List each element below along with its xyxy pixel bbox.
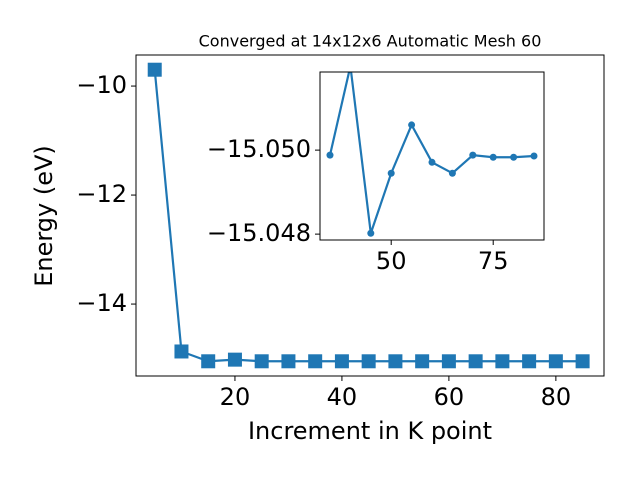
- marker: [308, 354, 323, 369]
- x-tick-label: 20: [220, 383, 251, 411]
- marker: [367, 229, 375, 237]
- x-tick-label: 40: [327, 383, 358, 411]
- x-tick-label: 60: [434, 383, 465, 411]
- marker: [441, 354, 456, 369]
- axes-frame: [319, 71, 545, 241]
- marker: [174, 344, 189, 359]
- marker: [489, 153, 497, 161]
- plot-area: [320, 72, 544, 240]
- chart-title: Converged at 14x12x6 Automatic Mesh 60: [199, 32, 542, 51]
- axes-frame: [135, 54, 605, 377]
- x-tick-label: 80: [541, 383, 572, 411]
- marker: [227, 352, 242, 367]
- marker: [522, 354, 537, 369]
- y-tick-label: −10: [76, 71, 127, 99]
- x-tick-label: 75: [478, 247, 509, 275]
- marker: [361, 354, 376, 369]
- marker: [254, 354, 269, 369]
- marker: [415, 354, 430, 369]
- marker: [468, 354, 483, 369]
- y-axis-label: Energy (eV): [30, 145, 58, 287]
- marker: [448, 169, 456, 177]
- marker: [510, 153, 518, 161]
- marker: [575, 354, 590, 369]
- marker: [530, 152, 538, 160]
- marker: [428, 158, 436, 166]
- marker: [326, 151, 334, 159]
- y-tick-label: −12: [76, 180, 127, 208]
- y-tick-label: −15.050: [207, 135, 311, 163]
- marker: [408, 121, 416, 129]
- x-tick-label: 50: [376, 247, 407, 275]
- marker: [469, 151, 477, 159]
- marker: [387, 169, 395, 177]
- marker: [201, 354, 216, 369]
- marker: [147, 62, 162, 77]
- plot-group: [147, 62, 590, 369]
- marker: [495, 354, 510, 369]
- y-tick-label: −15.048: [207, 219, 311, 247]
- marker: [388, 354, 403, 369]
- plot-group: [326, 72, 538, 237]
- y-tick-label: −14: [76, 289, 127, 317]
- marker: [281, 354, 296, 369]
- marker: [334, 354, 349, 369]
- x-axis-label: Increment in K point: [248, 417, 492, 445]
- marker: [548, 354, 563, 369]
